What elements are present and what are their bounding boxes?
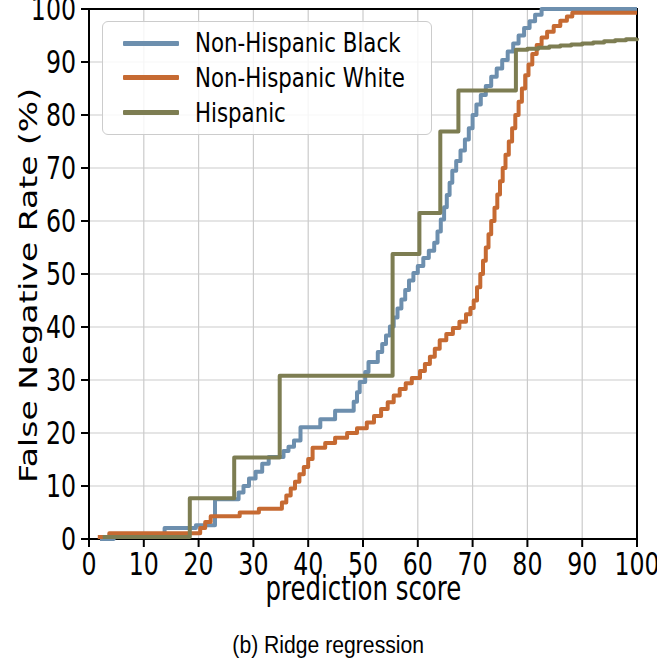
- legend-label: Non-Hispanic White: [195, 63, 405, 93]
- y-tick-label: 0: [61, 520, 76, 558]
- y-tick-label: 60: [46, 202, 76, 240]
- legend: Non-Hispanic Black Non-Hispanic White Hi…: [102, 21, 432, 135]
- y-tick-label: 30: [46, 361, 76, 399]
- legend-label: Non-Hispanic Black: [195, 28, 400, 58]
- y-tick-label: 50: [46, 255, 76, 293]
- legend-swatch-blue-line: [123, 41, 179, 46]
- figure-container: 0102030405060708090100010203040506070809…: [0, 0, 657, 671]
- legend-item-hispanic: Hispanic: [103, 96, 431, 129]
- y-axis-label: False Negative Rate (%): [14, 6, 43, 566]
- y-tick-label: 90: [46, 43, 76, 81]
- y-tick-label: 80: [46, 96, 76, 134]
- figure-caption: (b) Ridge regression: [0, 632, 657, 659]
- y-tick-label: 40: [46, 308, 76, 346]
- y-tick-label: 20: [46, 414, 76, 452]
- legend-label: Hispanic: [195, 98, 286, 128]
- legend-item-non-hispanic-black: Non-Hispanic Black: [103, 27, 431, 60]
- legend-item-non-hispanic-white: Non-Hispanic White: [103, 61, 431, 94]
- legend-swatch-orange-line: [123, 75, 179, 80]
- x-axis-label: prediction score: [89, 569, 637, 608]
- y-tick-label: 10: [46, 467, 76, 505]
- y-tick-label: 70: [46, 149, 76, 187]
- legend-swatch-olive-line: [123, 110, 179, 115]
